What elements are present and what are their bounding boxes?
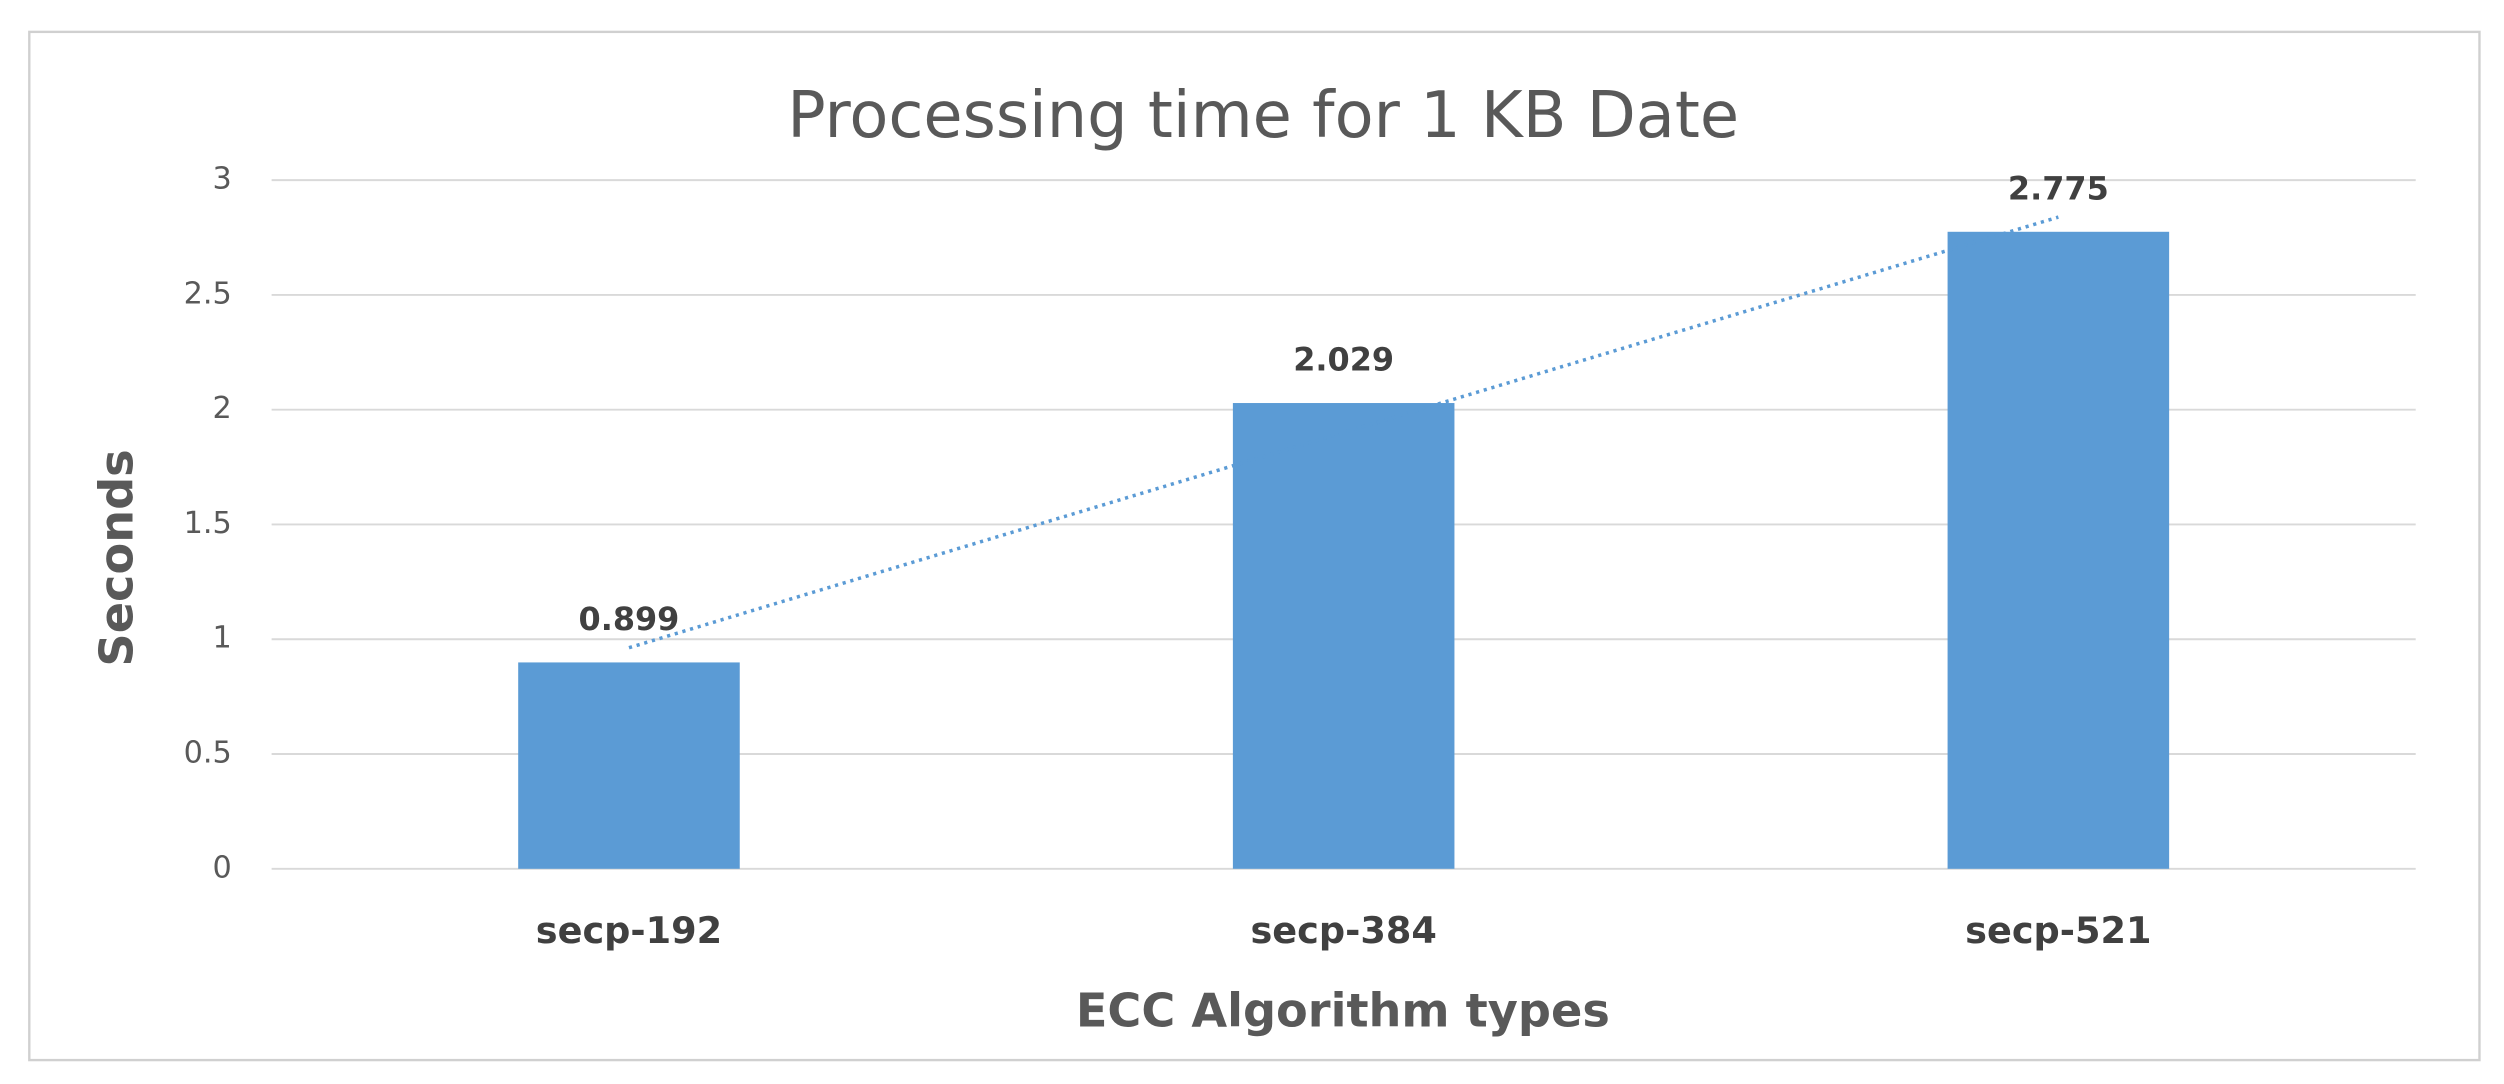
chart-title: Processing time for 1 KB Date (787, 79, 1739, 153)
data-label: 2.029 (1293, 341, 1394, 379)
y-tick-label: 2.5 (184, 276, 232, 311)
y-axis-title: Seconds (90, 449, 144, 666)
x-axis-title: ECC Algorithm types (1076, 983, 1610, 1037)
trendline (628, 215, 2059, 650)
x-tick-label: secp-521 (1965, 909, 2151, 952)
bar (1947, 231, 2170, 869)
bar (518, 662, 740, 869)
data-label: 0.899 (579, 600, 680, 638)
data-label: 2.775 (2008, 169, 2109, 207)
y-tick-label: 1.5 (184, 506, 232, 541)
y-tick-label: 2 (212, 391, 231, 426)
x-tick-label: secp-192 (536, 909, 722, 952)
x-tick-label: secp-384 (1250, 909, 1436, 952)
y-tick-label: 3 (212, 162, 231, 197)
bar (1232, 403, 1455, 869)
y-tick-label: 1 (212, 621, 231, 656)
y-tick-label: 0.5 (184, 736, 232, 771)
y-tick-label: 0 (212, 850, 231, 885)
